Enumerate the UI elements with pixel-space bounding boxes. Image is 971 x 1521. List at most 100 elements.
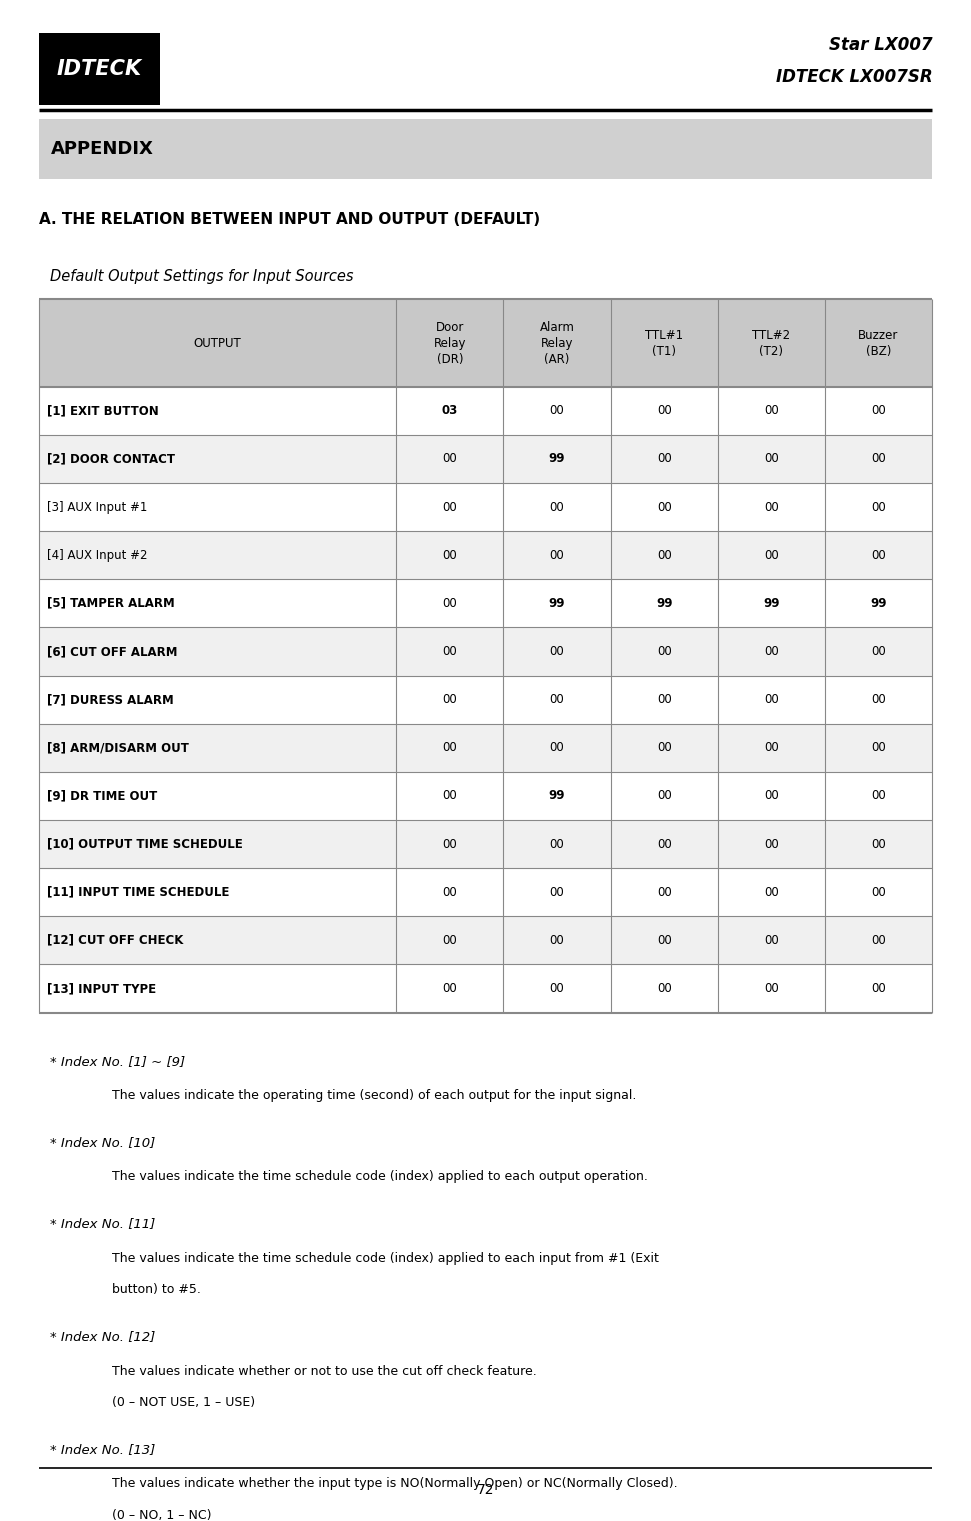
Text: 00: 00 (443, 983, 457, 995)
Text: 00: 00 (871, 789, 886, 803)
Text: 00: 00 (443, 500, 457, 514)
Text: [10] OUTPUT TIME SCHEDULE: [10] OUTPUT TIME SCHEDULE (47, 838, 243, 850)
Text: [2] DOOR CONTACT: [2] DOOR CONTACT (47, 452, 175, 465)
Text: 00: 00 (656, 645, 672, 659)
Text: 00: 00 (871, 549, 886, 561)
Text: 00: 00 (656, 934, 672, 946)
Text: Buzzer
(BZ): Buzzer (BZ) (858, 329, 899, 357)
Text: 00: 00 (871, 838, 886, 850)
Text: [9] DR TIME OUT: [9] DR TIME OUT (47, 789, 157, 803)
Text: 00: 00 (764, 838, 779, 850)
Text: OUTPUT: OUTPUT (193, 336, 242, 350)
Text: 00: 00 (764, 885, 779, 899)
Text: 00: 00 (443, 645, 457, 659)
Text: 00: 00 (550, 500, 564, 514)
Text: 00: 00 (656, 694, 672, 706)
Text: 00: 00 (550, 983, 564, 995)
Text: 99: 99 (656, 596, 672, 610)
Text: 99: 99 (763, 596, 780, 610)
Text: 00: 00 (871, 694, 886, 706)
Bar (39, 119, 932, 179)
Text: 00: 00 (550, 645, 564, 659)
Text: Default Output Settings for Input Sources: Default Output Settings for Input Source… (50, 269, 354, 284)
Text: 00: 00 (443, 452, 457, 465)
Text: [13] INPUT TYPE: [13] INPUT TYPE (47, 983, 155, 995)
Bar (39, 771, 932, 820)
Text: 00: 00 (550, 838, 564, 850)
Text: 00: 00 (871, 500, 886, 514)
Text: The values indicate whether or not to use the cut off check feature.: The values indicate whether or not to us… (112, 1364, 536, 1378)
Text: * Index No. [1] ~ [9]: * Index No. [1] ~ [9] (50, 1054, 185, 1068)
Text: 00: 00 (443, 934, 457, 946)
Text: 00: 00 (550, 885, 564, 899)
Text: [4] AUX Input #2: [4] AUX Input #2 (47, 549, 148, 561)
Text: 00: 00 (443, 838, 457, 850)
Text: 03: 03 (442, 405, 458, 417)
Bar (39, 820, 932, 868)
Text: 99: 99 (870, 596, 887, 610)
Text: 00: 00 (764, 934, 779, 946)
Text: [6] CUT OFF ALARM: [6] CUT OFF ALARM (47, 645, 177, 659)
Text: 00: 00 (656, 983, 672, 995)
Text: IDTECK: IDTECK (57, 59, 142, 79)
Text: 00: 00 (764, 789, 779, 803)
Text: * Index No. [11]: * Index No. [11] (50, 1217, 155, 1230)
Text: button) to #5.: button) to #5. (112, 1284, 201, 1296)
Text: Alarm
Relay
(AR): Alarm Relay (AR) (540, 321, 575, 365)
Bar (39, 964, 932, 1013)
Text: 00: 00 (443, 694, 457, 706)
Text: A. THE RELATION BETWEEN INPUT AND OUTPUT (DEFAULT): A. THE RELATION BETWEEN INPUT AND OUTPUT… (39, 211, 540, 227)
Text: 00: 00 (871, 452, 886, 465)
Text: 00: 00 (656, 741, 672, 754)
Text: 00: 00 (443, 741, 457, 754)
Text: [8] ARM/DISARM OUT: [8] ARM/DISARM OUT (47, 741, 188, 754)
Bar (39, 916, 932, 964)
Text: 00: 00 (764, 694, 779, 706)
Bar (39, 484, 932, 531)
Text: 00: 00 (656, 549, 672, 561)
Text: 00: 00 (656, 885, 672, 899)
Text: 99: 99 (549, 452, 565, 465)
Bar (39, 627, 932, 675)
Text: 00: 00 (764, 645, 779, 659)
Bar (39, 724, 932, 771)
Text: 99: 99 (549, 596, 565, 610)
Text: 00: 00 (871, 741, 886, 754)
Text: (0 – NOT USE, 1 – USE): (0 – NOT USE, 1 – USE) (112, 1396, 254, 1408)
Text: 00: 00 (871, 405, 886, 417)
Text: 00: 00 (871, 645, 886, 659)
Text: TTL#1
(T1): TTL#1 (T1) (645, 329, 684, 357)
Text: 00: 00 (656, 405, 672, 417)
Text: Star LX007: Star LX007 (828, 37, 932, 55)
Text: 00: 00 (656, 838, 672, 850)
Text: 00: 00 (550, 694, 564, 706)
Bar (39, 33, 160, 105)
Text: Door
Relay
(DR): Door Relay (DR) (433, 321, 466, 365)
Text: (0 – NO, 1 – NC): (0 – NO, 1 – NC) (112, 1509, 211, 1521)
Text: 00: 00 (871, 934, 886, 946)
Text: 00: 00 (656, 789, 672, 803)
Bar (39, 868, 932, 916)
Text: 99: 99 (549, 789, 565, 803)
Text: 00: 00 (443, 549, 457, 561)
Text: 00: 00 (443, 885, 457, 899)
Bar (39, 435, 932, 484)
Text: [12] CUT OFF CHECK: [12] CUT OFF CHECK (47, 934, 183, 946)
Text: 00: 00 (443, 596, 457, 610)
Bar (39, 675, 932, 724)
Bar (39, 386, 932, 435)
Text: [3] AUX Input #1: [3] AUX Input #1 (47, 500, 147, 514)
Text: * Index No. [13]: * Index No. [13] (50, 1443, 155, 1456)
Text: 00: 00 (871, 885, 886, 899)
Text: * Index No. [12]: * Index No. [12] (50, 1329, 155, 1343)
Text: 72: 72 (477, 1483, 494, 1497)
Text: [5] TAMPER ALARM: [5] TAMPER ALARM (47, 596, 175, 610)
Text: 00: 00 (550, 405, 564, 417)
Text: [1] EXIT BUTTON: [1] EXIT BUTTON (47, 405, 158, 417)
Bar (39, 580, 932, 627)
Text: APPENDIX: APPENDIX (50, 140, 153, 158)
Text: 00: 00 (443, 789, 457, 803)
Text: The values indicate the time schedule code (index) applied to each output operat: The values indicate the time schedule co… (112, 1171, 648, 1183)
Text: The values indicate whether the input type is NO(Normally Open) or NC(Normally C: The values indicate whether the input ty… (112, 1477, 678, 1491)
Bar (39, 531, 932, 580)
